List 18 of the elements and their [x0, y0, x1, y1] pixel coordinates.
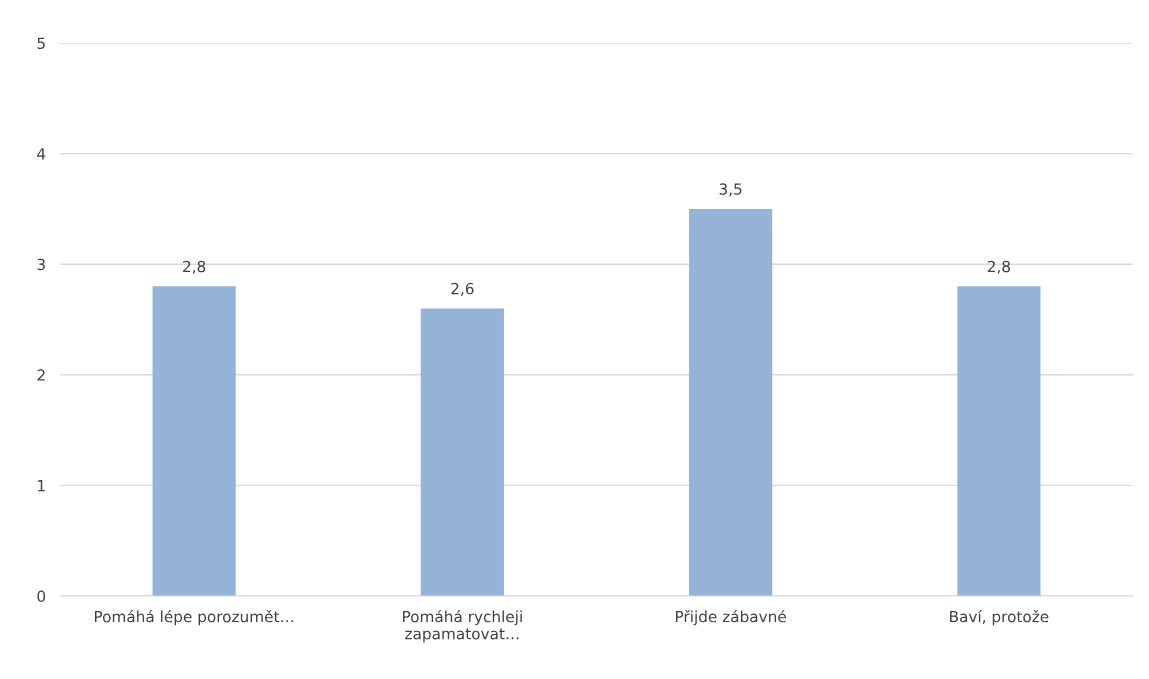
x-tick-label: Baví, protože — [950, 609, 1049, 626]
x-tick-label: Přijde zábavné — [676, 609, 786, 626]
y-tick-label: 0 — [37, 590, 46, 603]
bar — [957, 286, 1041, 596]
y-tick-label: 1 — [38, 480, 45, 492]
data-label: 3,5 — [719, 183, 742, 197]
bar — [689, 208, 773, 596]
y-tick-label: 5 — [37, 37, 45, 50]
bar — [420, 308, 504, 596]
y-tick-label: 4 — [37, 148, 46, 160]
data-label: 2,8 — [183, 260, 206, 274]
x-tick-label: Pomáhá rychleji zapamatovat… — [403, 609, 522, 643]
y-tick-label: 3 — [37, 258, 45, 271]
y-tick-label: 2 — [37, 369, 45, 381]
data-label: 2,6 — [451, 282, 474, 296]
bar — [152, 286, 236, 596]
x-tick-label: Pomáhá lépe porozumět… — [94, 609, 294, 626]
data-label: 2,8 — [987, 260, 1010, 274]
